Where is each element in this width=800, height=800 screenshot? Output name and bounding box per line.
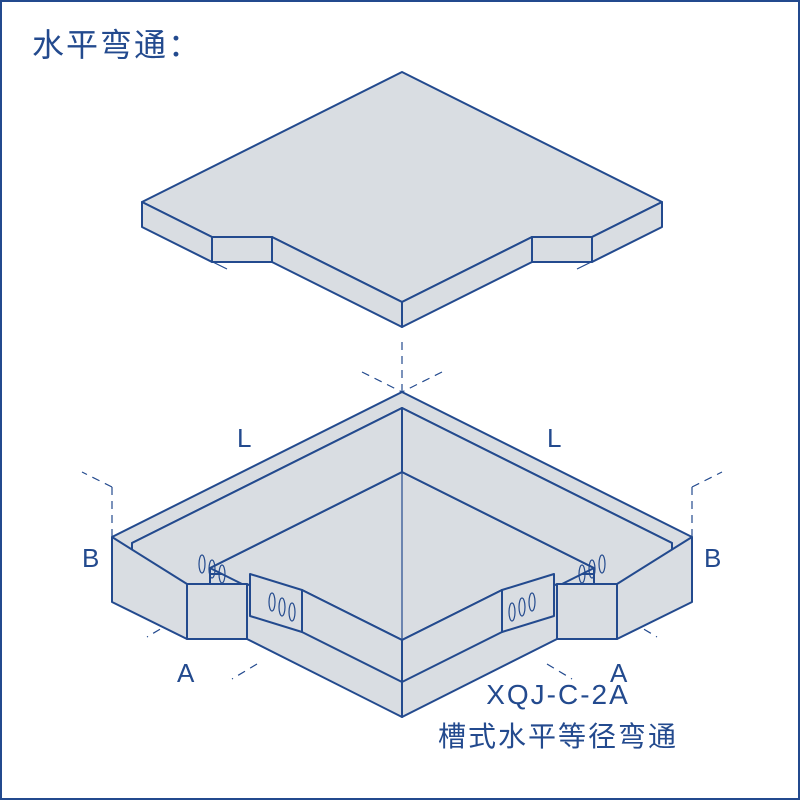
technical-drawing: L L B B A A bbox=[2, 2, 800, 800]
dim-ext-right-out bbox=[692, 472, 722, 487]
caption-model: XQJ-C-2A bbox=[438, 674, 678, 716]
tray-wall-front-left-flat bbox=[187, 584, 247, 639]
diagram-page: 水平弯通： bbox=[0, 0, 800, 800]
label-a-left: A bbox=[177, 658, 195, 688]
label-b-left: B bbox=[82, 543, 99, 573]
label-l-left: L bbox=[237, 423, 251, 453]
cover-part bbox=[142, 72, 662, 327]
dim-ext-left-out bbox=[82, 472, 112, 487]
label-l-right: L bbox=[547, 423, 561, 453]
caption-block: XQJ-C-2A 槽式水平等径弯通 bbox=[438, 674, 678, 758]
cover-edge-left-flat bbox=[212, 237, 272, 262]
caption-desc: 槽式水平等径弯通 bbox=[438, 716, 678, 758]
cover-edge-right-flat bbox=[532, 237, 592, 262]
dim-ext-a-left-bot bbox=[232, 664, 257, 679]
cover-top-face bbox=[142, 72, 662, 302]
label-b-right: B bbox=[704, 543, 721, 573]
tray-wall-front-right-flat bbox=[557, 584, 617, 639]
